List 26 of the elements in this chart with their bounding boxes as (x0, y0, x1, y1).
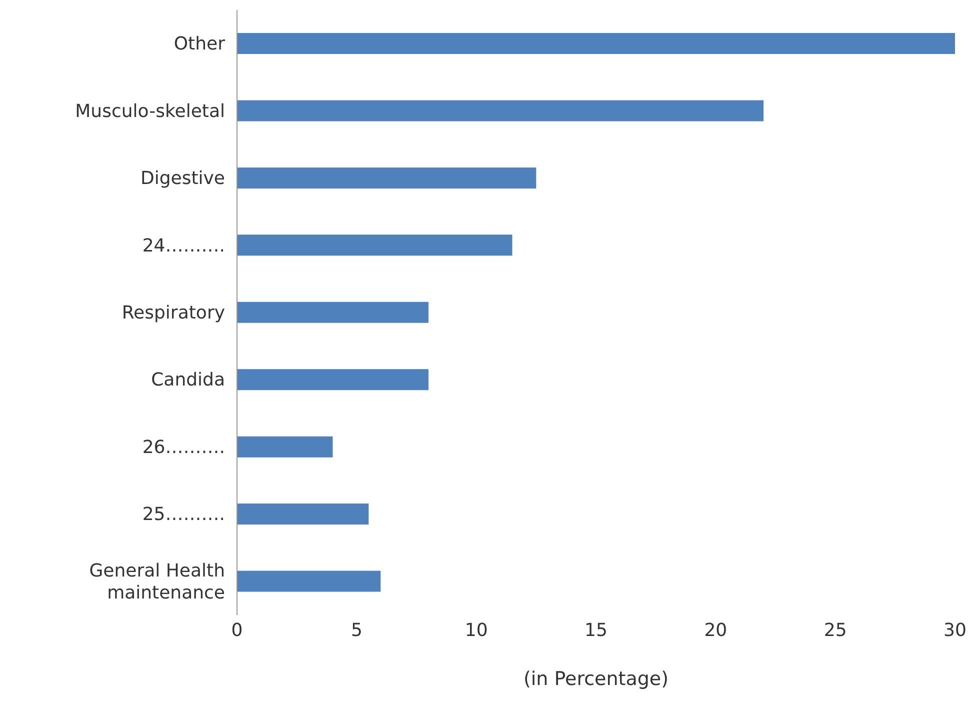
x-tick-label: 25 (824, 620, 847, 641)
y-tick-label: 25………. (142, 504, 225, 525)
bar (237, 369, 428, 390)
x-tick-label: 0 (231, 620, 243, 641)
x-tick-label: 5 (350, 620, 362, 641)
bar (237, 33, 955, 54)
x-tick-label: 15 (584, 620, 608, 641)
bar (237, 570, 381, 592)
y-tick-label: Musculo-skeletal (75, 100, 225, 122)
x-axis-title: (in Percentage) (523, 668, 669, 690)
y-tick-label: 26………. (142, 436, 225, 458)
bar (237, 167, 536, 188)
bar (237, 234, 512, 256)
y-tick-label: Digestive (140, 168, 225, 189)
x-tick-label: 30 (944, 620, 966, 641)
x-tick-label: 10 (464, 620, 488, 641)
x-tick-label: 20 (704, 620, 728, 641)
y-tick-label: General Health maintenance (89, 560, 225, 603)
bar (237, 100, 764, 122)
bar (237, 436, 333, 458)
y-tick-label: Respiratory (122, 302, 226, 323)
y-tick-label: Other (174, 33, 226, 54)
bar (237, 302, 428, 323)
y-tick-label: 24………. (142, 234, 225, 256)
y-tick-label: Candida (151, 369, 225, 390)
bar (237, 504, 369, 525)
